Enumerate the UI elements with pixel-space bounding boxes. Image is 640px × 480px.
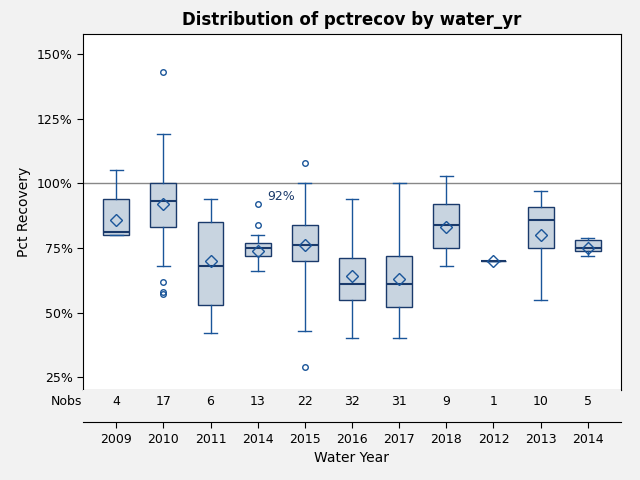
PathPatch shape: [386, 256, 412, 307]
Text: 5: 5: [584, 395, 592, 408]
PathPatch shape: [433, 204, 460, 248]
PathPatch shape: [575, 240, 601, 251]
PathPatch shape: [244, 243, 271, 256]
Text: Nobs: Nobs: [51, 395, 83, 408]
Y-axis label: Pct Recovery: Pct Recovery: [17, 167, 31, 257]
Text: 22: 22: [297, 395, 313, 408]
Text: 10: 10: [532, 395, 548, 408]
Text: 9: 9: [442, 395, 451, 408]
Text: 4: 4: [112, 395, 120, 408]
Text: 6: 6: [207, 395, 214, 408]
Text: 17: 17: [156, 395, 172, 408]
X-axis label: Water Year: Water Year: [314, 451, 390, 466]
PathPatch shape: [339, 258, 365, 300]
PathPatch shape: [292, 225, 318, 261]
Text: 13: 13: [250, 395, 266, 408]
Text: 1: 1: [490, 395, 497, 408]
Text: 32: 32: [344, 395, 360, 408]
PathPatch shape: [150, 183, 177, 228]
PathPatch shape: [103, 199, 129, 235]
PathPatch shape: [527, 206, 554, 248]
Title: Distribution of pctrecov by water_yr: Distribution of pctrecov by water_yr: [182, 11, 522, 29]
Text: 31: 31: [391, 395, 407, 408]
PathPatch shape: [198, 222, 223, 305]
Text: 92%: 92%: [267, 190, 295, 203]
